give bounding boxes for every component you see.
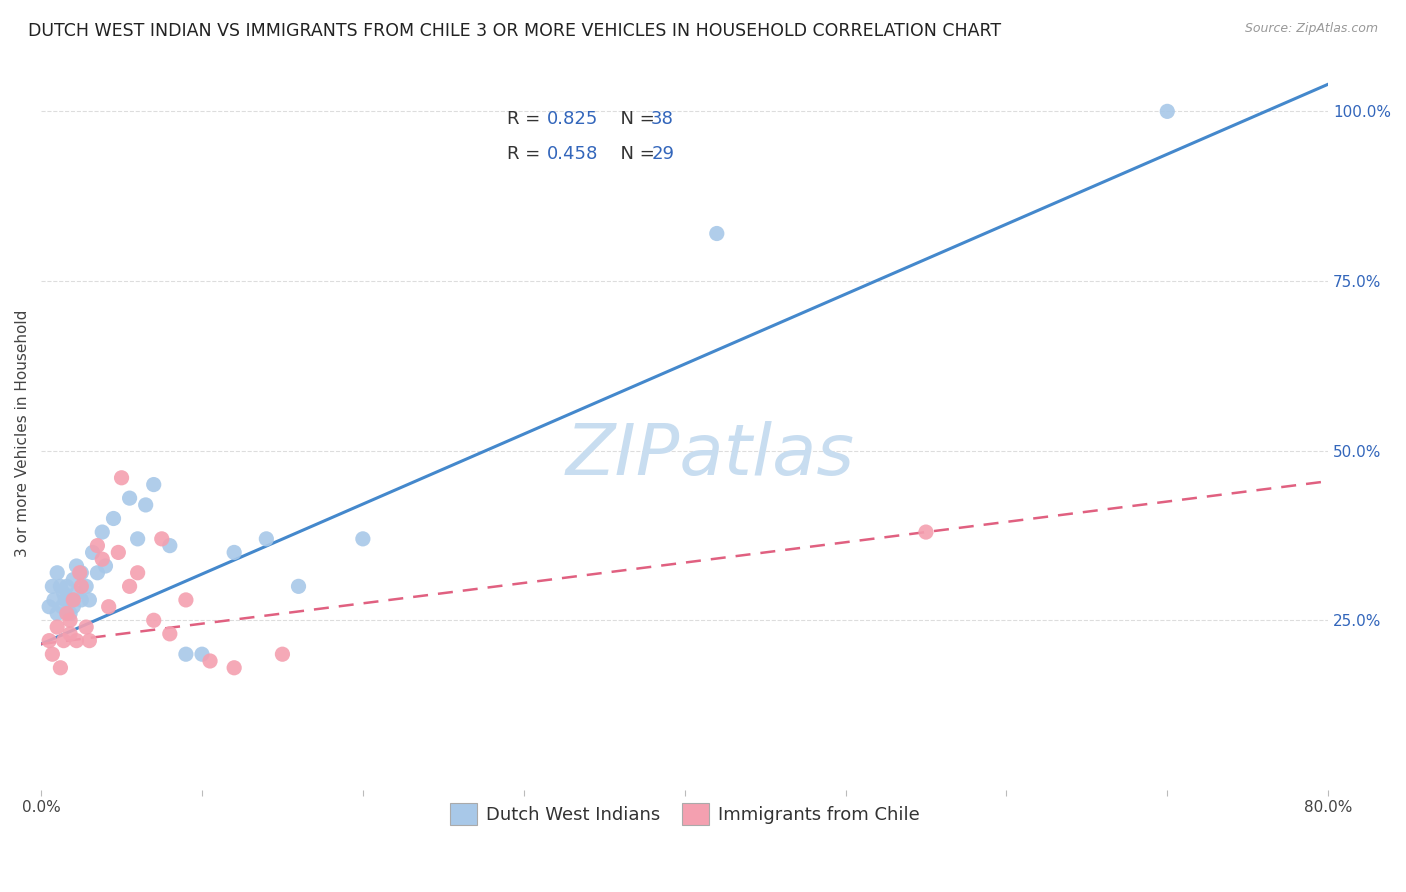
Point bbox=[70, 566, 93, 580]
Point bbox=[38, 633, 60, 648]
Point bbox=[254, 532, 277, 546]
Point bbox=[49, 661, 72, 675]
Point bbox=[1156, 104, 1178, 119]
Text: N =: N = bbox=[609, 145, 661, 163]
Point bbox=[56, 579, 79, 593]
Point bbox=[51, 599, 73, 614]
Point bbox=[159, 627, 181, 641]
Text: 38: 38 bbox=[651, 110, 673, 128]
Text: 0.825: 0.825 bbox=[547, 110, 599, 128]
Point bbox=[49, 579, 72, 593]
Point bbox=[82, 545, 104, 559]
Point bbox=[79, 633, 101, 648]
Point bbox=[110, 471, 132, 485]
Point bbox=[41, 647, 63, 661]
Point bbox=[62, 599, 84, 614]
Text: 29: 29 bbox=[651, 145, 673, 163]
Point bbox=[52, 586, 75, 600]
Point bbox=[94, 559, 117, 574]
Point bbox=[46, 607, 69, 621]
Point bbox=[107, 545, 129, 559]
Text: Source: ZipAtlas.com: Source: ZipAtlas.com bbox=[1244, 22, 1378, 36]
Point bbox=[65, 633, 87, 648]
Point bbox=[86, 539, 108, 553]
Point bbox=[79, 593, 101, 607]
Point bbox=[127, 566, 149, 580]
Point bbox=[224, 661, 246, 675]
Point bbox=[142, 613, 165, 627]
Point bbox=[56, 607, 79, 621]
Point bbox=[59, 627, 82, 641]
Point bbox=[70, 593, 93, 607]
Point bbox=[65, 586, 87, 600]
Point bbox=[53, 593, 76, 607]
Text: 0.458: 0.458 bbox=[547, 145, 599, 163]
Point bbox=[70, 579, 93, 593]
Text: R =: R = bbox=[508, 110, 546, 128]
Point bbox=[706, 227, 728, 241]
Point bbox=[127, 532, 149, 546]
Point bbox=[91, 552, 114, 566]
Point bbox=[174, 593, 197, 607]
Text: ZIPatlas: ZIPatlas bbox=[565, 420, 855, 490]
Point bbox=[198, 654, 221, 668]
Point bbox=[191, 647, 214, 661]
Point bbox=[59, 607, 82, 621]
Point bbox=[352, 532, 374, 546]
Point bbox=[86, 566, 108, 580]
Point bbox=[75, 579, 97, 593]
Y-axis label: 3 or more Vehicles in Household: 3 or more Vehicles in Household bbox=[15, 310, 30, 558]
Point bbox=[287, 579, 309, 593]
Point bbox=[135, 498, 157, 512]
Text: R =: R = bbox=[508, 145, 546, 163]
Point bbox=[271, 647, 294, 661]
Point bbox=[174, 647, 197, 661]
Point bbox=[75, 620, 97, 634]
Point bbox=[915, 524, 938, 539]
Point bbox=[159, 539, 181, 553]
Point bbox=[69, 566, 91, 580]
Point bbox=[59, 593, 82, 607]
Point bbox=[118, 579, 141, 593]
Text: DUTCH WEST INDIAN VS IMMIGRANTS FROM CHILE 3 OR MORE VEHICLES IN HOUSEHOLD CORRE: DUTCH WEST INDIAN VS IMMIGRANTS FROM CHI… bbox=[28, 22, 1001, 40]
Point bbox=[41, 579, 63, 593]
Point bbox=[118, 491, 141, 505]
Point bbox=[59, 613, 82, 627]
Point bbox=[103, 511, 125, 525]
Point bbox=[46, 620, 69, 634]
Point bbox=[52, 633, 75, 648]
Legend: Dutch West Indians, Immigrants from Chile: Dutch West Indians, Immigrants from Chil… bbox=[440, 794, 928, 834]
Point bbox=[224, 545, 246, 559]
Point bbox=[142, 477, 165, 491]
Point bbox=[42, 593, 65, 607]
Point bbox=[62, 573, 84, 587]
Point bbox=[65, 559, 87, 574]
Point bbox=[46, 566, 69, 580]
Point bbox=[150, 532, 173, 546]
Point bbox=[62, 593, 84, 607]
Point bbox=[97, 599, 120, 614]
Point bbox=[91, 524, 114, 539]
Text: N =: N = bbox=[609, 110, 661, 128]
Point bbox=[38, 599, 60, 614]
